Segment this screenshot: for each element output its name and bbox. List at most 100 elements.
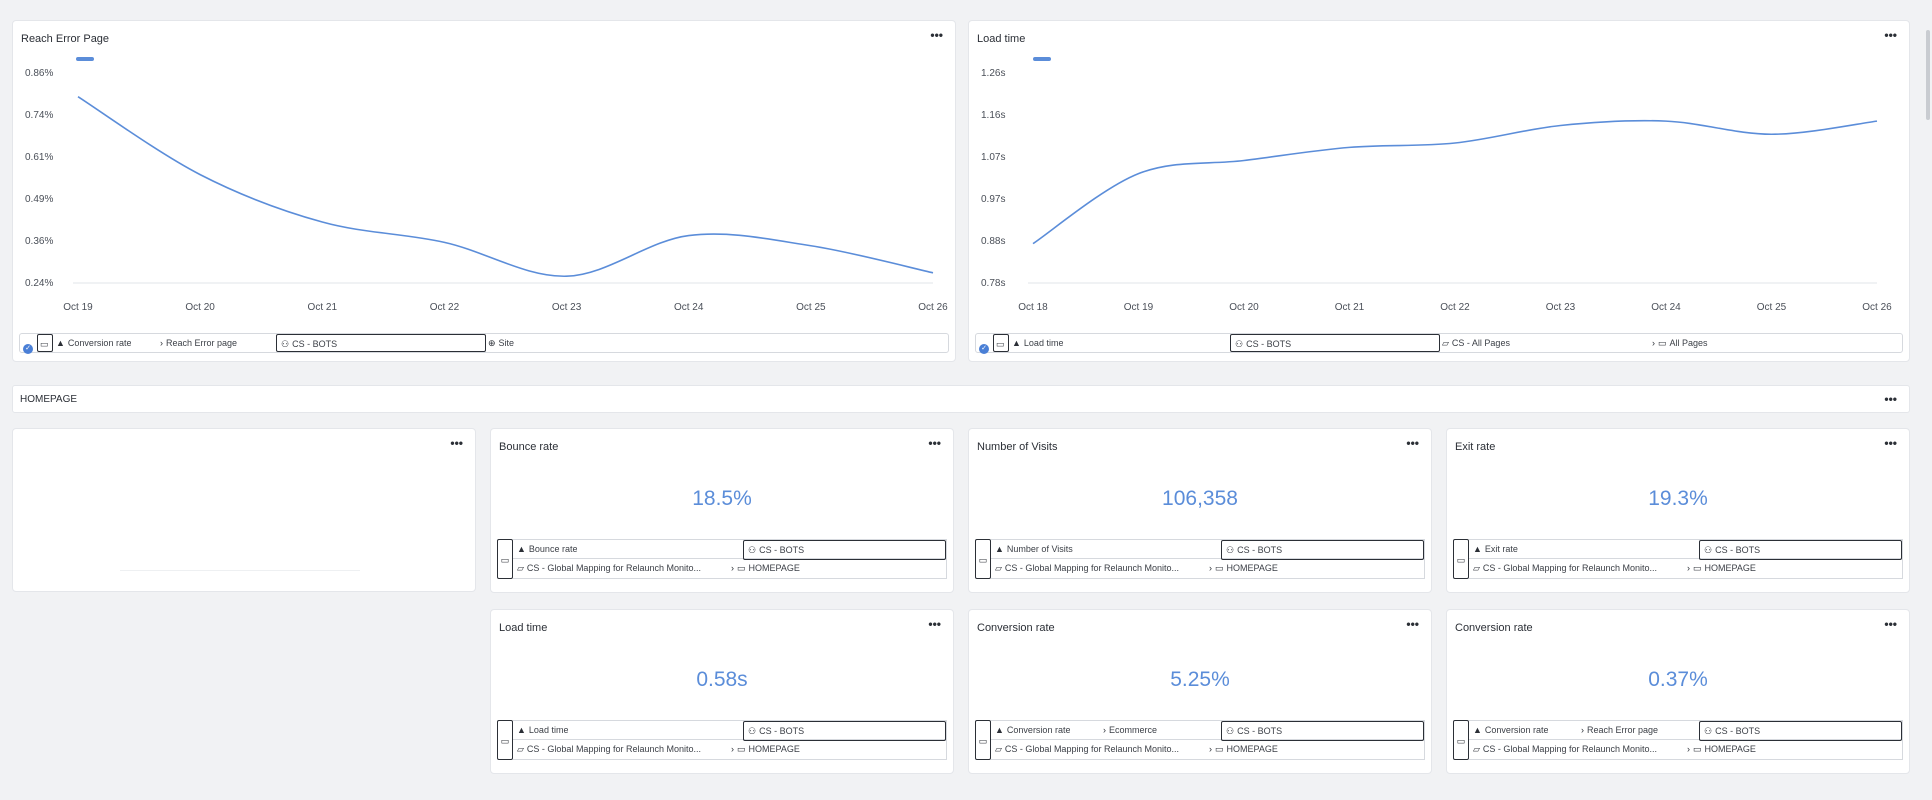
card-menu-icon[interactable]: ••• [1884,28,1897,42]
page-filter[interactable]: › ▭ HOMEPAGE [1687,740,1756,760]
desktop-icon[interactable]: ▭ [497,720,513,760]
folder-icon: ▱ [517,744,524,754]
card-menu-icon[interactable]: ••• [928,436,941,450]
mapping-label: CS - Global Mapping for Relaunch Monito.… [526,744,702,754]
kpi-filter-bar[interactable]: ▭ ▲ Conversion rate › Ecommerce ⚇ CS - BOTS… [975,720,1425,760]
desktop-icon[interactable]: ▭ [975,539,991,579]
section-header[interactable]: HOMEPAGE ••• [12,385,1910,413]
segment-filter[interactable]: ⚇ CS - BOTS [1221,721,1424,741]
kpi-card[interactable]: Exit rate ••• 19.3% ▭ ▲ Exit rate ⚇ CS - B… [1446,428,1910,593]
page-filter[interactable]: › ▭ HOMEPAGE [1209,740,1278,760]
mapping-filter[interactable]: ▱ CS - Global Mapping for Relaunch Monito… [517,740,701,760]
page-filter[interactable]: › ▭ HOMEPAGE [1209,559,1278,579]
chevron-right-icon: › [160,338,163,348]
segment-label: CS - BOTS [1246,339,1292,349]
kpi-filter-bar[interactable]: ▭ ▲ Load time ⚇ CS - BOTS ▱ CS - Global Map… [497,720,947,760]
kpi-card[interactable]: Load time ••• 0.58s ▭ ▲ Load time ⚇ CS - B… [490,609,954,774]
desktop-icon[interactable]: ▭ [993,334,1009,352]
page-icon: ▭ [737,744,746,754]
legend-swatch[interactable] [76,57,94,61]
segment-filter[interactable]: ⚇ CS - BOTS [276,334,486,352]
card-menu-icon[interactable]: ••• [1406,617,1419,631]
page-label: All Pages [1669,338,1708,348]
kpi-filter-row: ▲ Conversion rate › Ecommerce ⚇ CS - BOTS [991,720,1425,741]
submetric-filter: › Reach Error page [160,334,237,352]
page-label: HOMEPAGE [1704,563,1756,573]
mapping-filter[interactable]: ▱ CS - Global Mapping for Relaunch Monito… [1473,559,1657,579]
y-tick-label: 0.61% [25,152,53,163]
card-menu-icon[interactable]: ••• [1884,617,1897,631]
series-line[interactable] [77,96,934,278]
card-menu-icon[interactable]: ••• [930,28,943,42]
page-filter[interactable]: › ▭ HOMEPAGE [731,740,800,760]
desktop-icon[interactable]: ▭ [975,720,991,760]
chart-filter-bar[interactable]: ✓ ▭ ▲ Conversion rate › Reach Error page ⚇… [19,333,949,356]
empty-widget-card: ••• [12,428,476,592]
chevron-right-icon: › [1581,725,1584,735]
card-menu-icon[interactable]: ••• [928,617,941,631]
scrollbar[interactable] [1926,30,1930,120]
x-tick-label: Oct 26 [1862,302,1892,313]
mapping-filter[interactable]: ▱ CS - Global Mapping for Relaunch Monito… [995,559,1179,579]
x-tick-label: Oct 25 [796,302,826,313]
x-tick-label: Oct 24 [1651,302,1681,313]
x-tick-label: Oct 19 [1124,302,1154,313]
segment-filter[interactable]: ⚇ CS - BOTS [1230,334,1440,352]
kpi-value: 19.3% [1648,487,1708,510]
desktop-icon[interactable]: ▭ [1453,720,1469,760]
segment-filter[interactable]: ⚇ CS - BOTS [1699,721,1902,741]
check-icon: ✓ [23,338,33,356]
metric-icon: ▲ [517,544,526,554]
metric-filter: ▲ Number of Visits [995,540,1073,560]
chevron-right-icon: › [1103,725,1106,735]
kpi-title: Exit rate [1455,441,1496,453]
segment-filter[interactable]: ⚇ CS - BOTS [1221,540,1424,560]
kpi-value: 5.25% [1170,668,1230,691]
kpi-filter-bar[interactable]: ▭ ▲ Number of Visits ⚇ CS - BOTS ▱ CS - Glo… [975,539,1425,579]
page-filter[interactable]: › ▭ HOMEPAGE [731,559,800,579]
card-menu-icon[interactable]: ••• [1884,436,1897,450]
kpi-filter-row: ▲ Exit rate ⚇ CS - BOTS [1469,539,1903,560]
scope-filter[interactable]: ⊕ Site [488,334,514,352]
line-chart: 1.26s 1.16s 1.07s 0.97s 0.88s 0.78s Oct 18 Oct … [981,68,1892,313]
mapping-filter[interactable]: ▱ CS - Global Mapping for Relaunch Monito… [1473,740,1657,760]
kpi-card[interactable]: Conversion rate ••• 0.37% ▭ ▲ Conversion … [1446,609,1910,774]
desktop-icon[interactable]: ▭ [497,539,513,579]
mapping-filter[interactable]: ▱ CS - Global Mapping for Relaunch Monito… [517,559,701,579]
metric-label: Exit rate [1484,544,1518,554]
card-menu-icon[interactable]: ••• [450,436,463,450]
series-line[interactable] [1032,119,1878,245]
y-tick-label: 1.07s [981,152,1005,163]
submetric-filter: › Ecommerce [1103,721,1157,741]
legend-swatch[interactable] [1033,57,1051,61]
metric-label: Conversion rate [1006,725,1071,735]
kpi-card[interactable]: Bounce rate ••• 18.5% ▭ ▲ Bounce rate ⚇ CS… [490,428,954,593]
kpi-filter-bar[interactable]: ▭ ▲ Bounce rate ⚇ CS - BOTS ▱ CS - Global M… [497,539,947,579]
segment-label: CS - BOTS [1715,545,1761,555]
segment-filter[interactable]: ⚇ CS - BOTS [743,540,946,560]
card-menu-icon[interactable]: ••• [1406,436,1419,450]
kpi-filter-bar[interactable]: ▭ ▲ Exit rate ⚇ CS - BOTS ▱ CS - Global Map… [1453,539,1903,579]
section-menu-icon[interactable]: ••• [1884,392,1897,406]
metric-filter: ▲ Load time [517,721,568,741]
chevron-right-icon: › [1687,744,1690,754]
segment-filter[interactable]: ⚇ CS - BOTS [1699,540,1902,560]
desktop-icon[interactable]: ▭ [37,334,53,352]
metric-label: Number of Visits [1006,544,1073,554]
scope-filter[interactable]: ▱ CS - All Pages [1442,334,1510,352]
kpi-card[interactable]: Conversion rate ••• 5.25% ▭ ▲ Conversion … [968,609,1432,774]
segment-filter[interactable]: ⚇ CS - BOTS [743,721,946,741]
desktop-icon[interactable]: ▭ [1453,539,1469,579]
page-filter[interactable]: › ▭ All Pages [1652,334,1708,352]
mapping-filter[interactable]: ▱ CS - Global Mapping for Relaunch Monito… [995,740,1179,760]
kpi-filter-bar[interactable]: ▭ ▲ Conversion rate › Reach Error page ⚇ CS… [1453,720,1903,760]
globe-icon: ⊕ [488,338,496,348]
kpi-card[interactable]: Number of Visits ••• 106,358 ▭ ▲ Number o… [968,428,1432,593]
page-filter[interactable]: › ▭ HOMEPAGE [1687,559,1756,579]
chart-filter-bar[interactable]: ✓ ▭ ▲ Load time ⚇ CS - BOTS ▱ CS - All Page… [975,333,1903,354]
y-tick-label: 0.88s [981,236,1005,247]
mapping-label: CS - Global Mapping for Relaunch Monito.… [1482,563,1658,573]
chart-card-load-time: Load time ••• 1.26s 1.16s 1.07s 0.97s 0.88s 0… [968,20,1910,362]
user-icon: ⚇ [748,545,757,555]
mapping-label: CS - Global Mapping for Relaunch Monito.… [1482,744,1658,754]
